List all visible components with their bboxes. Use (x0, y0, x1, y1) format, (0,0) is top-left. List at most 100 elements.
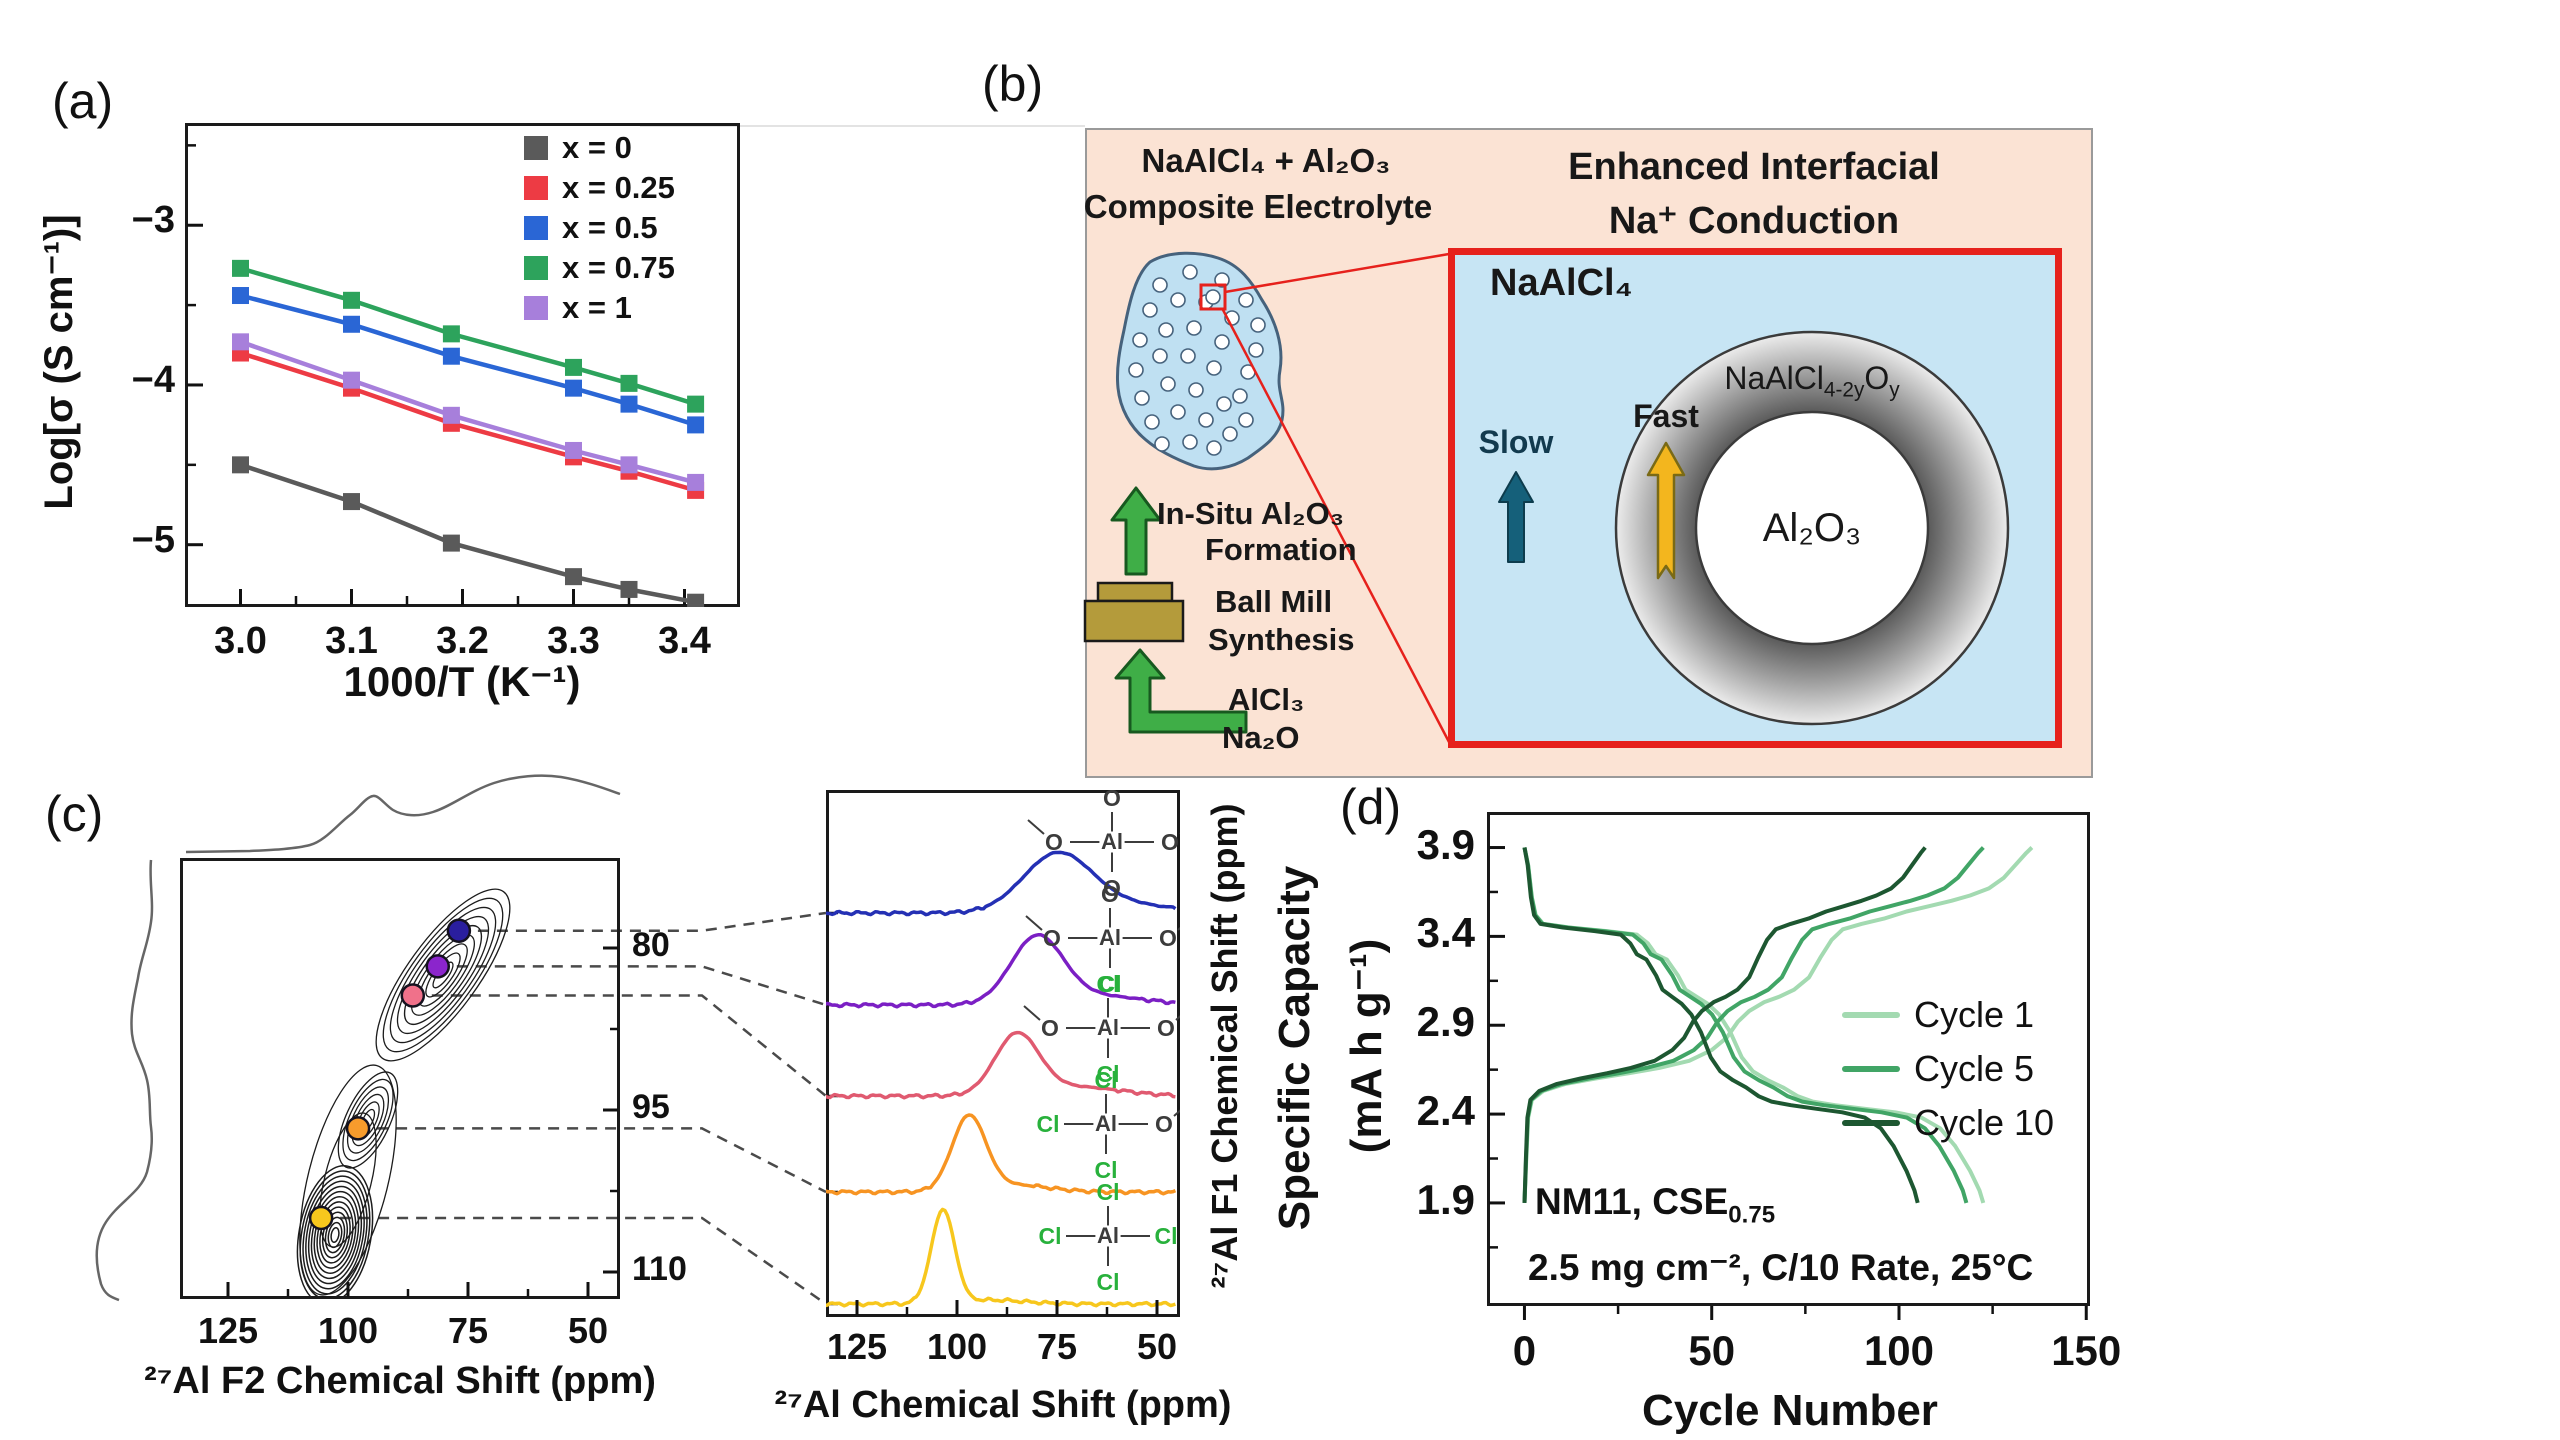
panel-a-series-line-4 (239, 339, 697, 485)
legend-d-label: Cycle 10 (1914, 1102, 2055, 1143)
panel-c-f1-axis-label: ²⁷Al F1 Chemical Shift (ppm) (1204, 803, 1245, 1289)
panel-d-xtick-label: 150 (2051, 1327, 2122, 1374)
central-atom-label: Al (1095, 1111, 1117, 1136)
fast-label: Fast (1633, 398, 1699, 434)
legend-a-swatch (524, 296, 548, 320)
panel-d-legend-item: Cycle 1 (1842, 994, 2034, 1036)
panel-d-annotation-line2: 2.5 mg cm⁻², C/10 Rate, 25°C (1528, 1247, 2034, 1288)
core-label: Al₂O₃ (1762, 506, 1862, 550)
insitu-formation-text-line1: In-Situ Al₂O₃ (1157, 496, 1345, 531)
panel-a-series-marker (687, 416, 705, 434)
central-atom-label: Al (1097, 1223, 1119, 1248)
legend-a-swatch (524, 136, 548, 160)
nmr-spectrum-0 (826, 850, 1177, 917)
ligand-label-o: O (1103, 875, 1121, 901)
panel-d-y-axis-label-line1: Specific Capacity (1270, 865, 1319, 1231)
composite-electrolyte-title-line1: NaAlCl₄ + Al₂O₃ (1141, 142, 1391, 179)
ligand-label-o: O (1045, 829, 1063, 855)
zoom-connector-line-top (1224, 252, 1450, 294)
alumina-pore-dot (1144, 414, 1160, 430)
panel-d-ytick-label: 2.9 (1416, 998, 1475, 1046)
nmr-spectrum-3 (826, 1113, 1177, 1196)
panel-d-ytick-label: 1.9 (1416, 1175, 1475, 1223)
panel-a-x-axis-label: 1000/T (K⁻¹) (343, 658, 581, 705)
panel-c-2d-x-axis-label: ²⁷Al F2 Chemical Shift (ppm) (144, 1360, 656, 1402)
legend-a-swatch (524, 216, 548, 240)
panel-c1d-xtick-label: 125 (826, 1326, 888, 1367)
contour-peak-marker (308, 1205, 334, 1231)
panel-c-2d-plot (226, 888, 618, 1299)
panel-a-series-line-1 (239, 350, 697, 493)
panel-d-plot-frame (1487, 812, 2090, 1306)
alumina-pore-dot (1128, 362, 1144, 378)
panel-a-xtick-label: 3.0 (214, 620, 267, 662)
alumina-pore-dot (1206, 440, 1222, 456)
panel-a-series-marker (442, 325, 460, 343)
alumina-pore-dot (1182, 434, 1198, 450)
panel-c2d-xtick-label: 75 (447, 1310, 489, 1351)
panel-a-xtick-label: 3.1 (325, 620, 378, 662)
panel-a-series-marker (232, 456, 249, 474)
legend-d-line (1842, 1120, 1900, 1126)
panel-a-series-line-0 (239, 462, 697, 605)
panel-a-xtick-label: 3.2 (436, 620, 489, 662)
nmr-spectrum-1 (826, 932, 1176, 1009)
ligand-label-o: O (1155, 1111, 1173, 1137)
panel-a-ytick-label: −4 (131, 358, 175, 401)
ligand-label-o: O (1161, 829, 1179, 855)
panel-a-legend-item: x = 0 (524, 130, 632, 166)
composite-electrolyte-title-line2: Composite Electrolyte (1083, 188, 1433, 225)
ball-mill-text-line1: Ball Mill (1215, 584, 1333, 619)
panel-d-legend-item: Cycle 10 (1842, 1102, 2054, 1144)
ligand-label-o: O (1101, 881, 1119, 907)
panel-d-xtick-label: 0 (1512, 1327, 1537, 1374)
panel-a-series-marker (620, 456, 638, 474)
panel-d-y-axis-label-line2: (mA h g⁻¹) (1342, 938, 1391, 1154)
panel-a-series-line-2 (239, 293, 697, 428)
panel-d-label: (d) (1340, 779, 1402, 835)
alumina-pore-dot (1198, 412, 1214, 428)
enhanced-conduction-title-line2: Na⁺ Conduction (1608, 200, 1900, 242)
panel-d-x-axis-label: Cycle Number (1642, 1386, 1938, 1435)
peak-connector-dashed-line (412, 994, 827, 1097)
panel-a-plot-frame (185, 123, 740, 607)
ligand-label-cl: Cl (1097, 1179, 1120, 1205)
panel-a-series-marker (442, 406, 460, 424)
alumina-pore-dot (1214, 334, 1230, 350)
panel-a-series-marker (620, 374, 638, 392)
panel-d-ytick-label: 2.4 (1416, 1087, 1475, 1135)
alumina-pore-dot (1134, 390, 1150, 406)
alumina-pore-dot (1222, 426, 1238, 442)
alumina-pore-dot (1160, 376, 1176, 392)
central-atom-label: Al (1099, 925, 1121, 950)
panel-c1d-xtick-label: 100 (926, 1326, 988, 1367)
legend-a-label: x = 0 (562, 130, 632, 165)
panel-a-series-marker (343, 493, 360, 511)
panel-a-legend-item: x = 0.5 (524, 210, 658, 246)
ball-mill-text-line2: Synthesis (1208, 622, 1355, 657)
alumina-pore-dot (1152, 348, 1168, 364)
panel-c2d-xtick-label: 50 (567, 1310, 609, 1351)
alumina-pore-dot (1206, 360, 1222, 376)
alumina-pore-dot (1158, 322, 1174, 338)
panel-d-plot (1489, 846, 2088, 1320)
legend-d-line (1842, 1012, 1900, 1018)
alumina-pore-dot (1152, 277, 1168, 293)
ligand-label-o: O (1043, 925, 1061, 951)
panel-a-series-marker (343, 371, 360, 389)
insitu-formation-text-line2: Formation (1205, 532, 1357, 567)
legend-a-swatch (524, 256, 548, 280)
peak-connector-dashed-line (437, 965, 827, 1007)
ligand-label-cl: Cl (1097, 971, 1120, 997)
legend-a-label: x = 0.25 (562, 170, 675, 205)
inset-matrix-label: NaAlCl₄ (1490, 262, 1633, 304)
panel-c1d-xtick-label: 50 (1136, 1326, 1178, 1367)
panel-b-label: (b) (982, 56, 1044, 112)
alumina-pore-dot (1216, 396, 1232, 412)
peak-connector-dashed-line (458, 911, 827, 932)
alumina-pore-dot (1180, 348, 1196, 364)
panel-c2d-xtick-label: 125 (197, 1310, 259, 1351)
ball-mill-body-icon (1083, 599, 1185, 643)
